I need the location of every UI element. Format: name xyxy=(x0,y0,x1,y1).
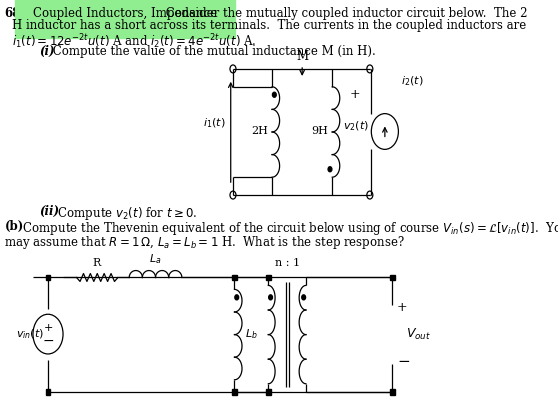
Ellipse shape xyxy=(371,114,398,149)
Text: $V_{out}$: $V_{out}$ xyxy=(406,326,431,341)
Ellipse shape xyxy=(367,65,373,73)
Text: n : 1: n : 1 xyxy=(275,258,300,267)
Text: Coupled Inductors, Impedance: Coupled Inductors, Impedance xyxy=(33,7,217,20)
Text: Compute $v_2(t)$ for $t \geq 0$.: Compute $v_2(t)$ for $t \geq 0$. xyxy=(54,205,198,222)
Text: Compute the value of the mutual inductance M (in H).: Compute the value of the mutual inductan… xyxy=(49,45,376,58)
Text: (ii): (ii) xyxy=(39,205,59,218)
Ellipse shape xyxy=(33,314,63,354)
Bar xyxy=(390,274,395,280)
Text: 68.: 68. xyxy=(4,7,25,20)
Text: may assume that $R = 1\,\Omega$, $L_a = L_b = 1$ H.  What is the step response?: may assume that $R = 1\,\Omega$, $L_a = … xyxy=(4,234,405,251)
Text: −: − xyxy=(42,334,54,348)
Bar xyxy=(232,389,237,395)
Text: 9H: 9H xyxy=(311,127,329,136)
Bar xyxy=(46,389,50,395)
Text: H inductor has a short across its terminals.  The currents in the coupled induct: H inductor has a short across its termin… xyxy=(12,19,526,32)
Bar xyxy=(46,274,50,280)
Text: (i): (i) xyxy=(39,45,55,58)
Text: +: + xyxy=(44,323,52,333)
Text: $i_1(t)$: $i_1(t)$ xyxy=(203,117,225,130)
Text: $i_1(t) = 12e^{-2t}u(t)$ A and $i_2(t) = 4e^{-2t}u(t)$ A.: $i_1(t) = 12e^{-2t}u(t)$ A and $i_2(t) =… xyxy=(12,32,257,51)
Ellipse shape xyxy=(272,92,276,97)
Bar xyxy=(266,274,271,280)
Ellipse shape xyxy=(230,65,236,73)
Text: −: − xyxy=(397,355,410,369)
Bar xyxy=(390,389,395,395)
Text: R: R xyxy=(93,258,101,267)
Text: $v_{in}(t)$: $v_{in}(t)$ xyxy=(16,327,44,341)
Text: +: + xyxy=(397,301,407,314)
Ellipse shape xyxy=(269,295,272,300)
Text: Consider the mutually coupled inductor circuit below.  The 2: Consider the mutually coupled inductor c… xyxy=(162,7,527,20)
Text: (b): (b) xyxy=(4,220,23,233)
Text: +: + xyxy=(349,88,360,101)
Bar xyxy=(232,274,237,280)
Ellipse shape xyxy=(328,167,332,172)
Text: 2H: 2H xyxy=(252,127,268,136)
Ellipse shape xyxy=(230,191,236,199)
Text: M: M xyxy=(296,50,308,63)
Text: $L_b$: $L_b$ xyxy=(245,327,258,341)
Text: $i_2(t)$: $i_2(t)$ xyxy=(401,75,423,88)
Text: $L_a$: $L_a$ xyxy=(150,252,162,266)
Ellipse shape xyxy=(235,295,239,300)
Text: Compute the Thevenin equivalent of the circuit below using of course $V_{in}(s) : Compute the Thevenin equivalent of the c… xyxy=(18,220,558,237)
Text: $v_2(t)$: $v_2(t)$ xyxy=(343,120,369,133)
Ellipse shape xyxy=(302,295,306,300)
Ellipse shape xyxy=(367,191,373,199)
Bar xyxy=(266,389,271,395)
Text: (a): (a) xyxy=(18,7,37,20)
